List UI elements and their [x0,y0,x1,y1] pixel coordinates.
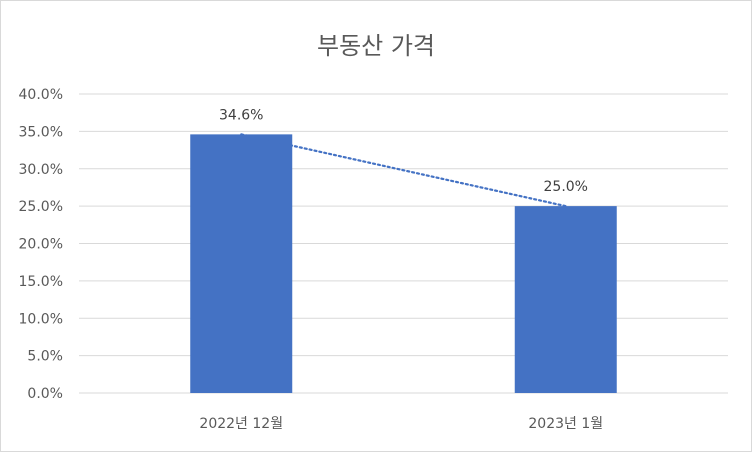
trendline [240,133,567,208]
y-axis-ticks: 0.0% 5.0% 10.0% 15.0% 20.0% 25.0% 30.0% 35.0% 40… [19,87,63,402]
x-category-label: 2023년 1월 [528,416,603,432]
bars [190,134,617,394]
bar [514,206,617,393]
x-category-label: 2022년 12월 [199,416,283,432]
y-tick-label: 40.0% [19,87,63,103]
y-tick-label: 35.0% [19,124,63,140]
data-label: 34.6% [219,107,263,123]
y-tick-label: 5.0% [27,349,63,365]
data-labels: 34.6% 25.0% [219,107,588,195]
x-axis-categories: 2022년 12월 2023년 1월 [199,416,603,432]
chart-title: 부동산 가격 [317,32,435,60]
gridlines [79,93,728,394]
y-tick-label: 30.0% [19,162,63,178]
y-tick-label: 15.0% [19,274,63,290]
y-tick-label: 10.0% [19,311,63,327]
data-label: 25.0% [544,179,588,195]
y-tick-label: 20.0% [19,237,63,253]
y-tick-label: 0.0% [27,386,63,402]
y-tick-label: 25.0% [19,199,63,215]
trendline-segment [240,133,567,208]
bar [190,134,293,394]
